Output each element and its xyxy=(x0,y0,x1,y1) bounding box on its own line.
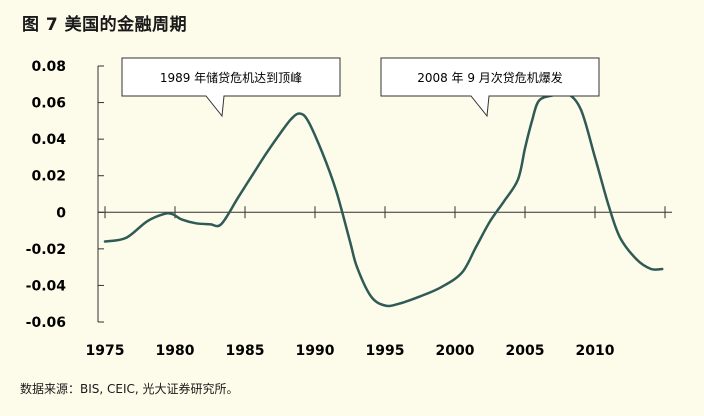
y-tick-label: -0.04 xyxy=(26,278,67,294)
y-tick-label: -0.02 xyxy=(26,242,66,258)
callout: 1989 年储贷危机达到顶峰 xyxy=(121,57,341,118)
y-tick-label: 0.02 xyxy=(31,169,66,185)
source-note: 数据来源：BIS, CEIC, 光大证券研究所。 xyxy=(20,382,239,396)
chart-title: 图 7 美国的金融周期 xyxy=(22,15,188,35)
y-tick-label: 0.06 xyxy=(31,96,66,112)
x-tick-label: 1985 xyxy=(226,343,265,359)
x-tick-label: 2010 xyxy=(576,343,615,359)
callout-box xyxy=(121,57,341,118)
tick-labels: 0.08 0.06 0.04 0.02 0 -0.02 -0.04 -0.06 1975 1980… xyxy=(26,59,615,359)
x-tick-label: 2005 xyxy=(506,343,545,359)
callouts: 1989 年储贷危机达到顶峰 2008 年 9 月次贷危机爆发 xyxy=(121,57,600,118)
x-tick-label: 2000 xyxy=(436,343,475,359)
callout: 2008 年 9 月次贷危机爆发 xyxy=(380,57,600,118)
x-tick-label: 1995 xyxy=(366,343,405,359)
y-tick-label: -0.06 xyxy=(26,315,66,331)
y-tick-label: 0.08 xyxy=(31,59,66,75)
callout-box xyxy=(380,57,600,118)
x-tick-label: 1975 xyxy=(86,343,125,359)
y-tick-label: 0.04 xyxy=(31,132,66,148)
callout-text: 2008 年 9 月次贷危机爆发 xyxy=(417,70,563,85)
y-tick-label: 0 xyxy=(56,205,66,221)
x-tick-label: 1980 xyxy=(156,343,195,359)
callout-text: 1989 年储贷危机达到顶峰 xyxy=(160,70,302,85)
axes xyxy=(97,65,672,323)
series-line xyxy=(103,91,664,308)
x-tick-label: 1990 xyxy=(296,343,335,359)
